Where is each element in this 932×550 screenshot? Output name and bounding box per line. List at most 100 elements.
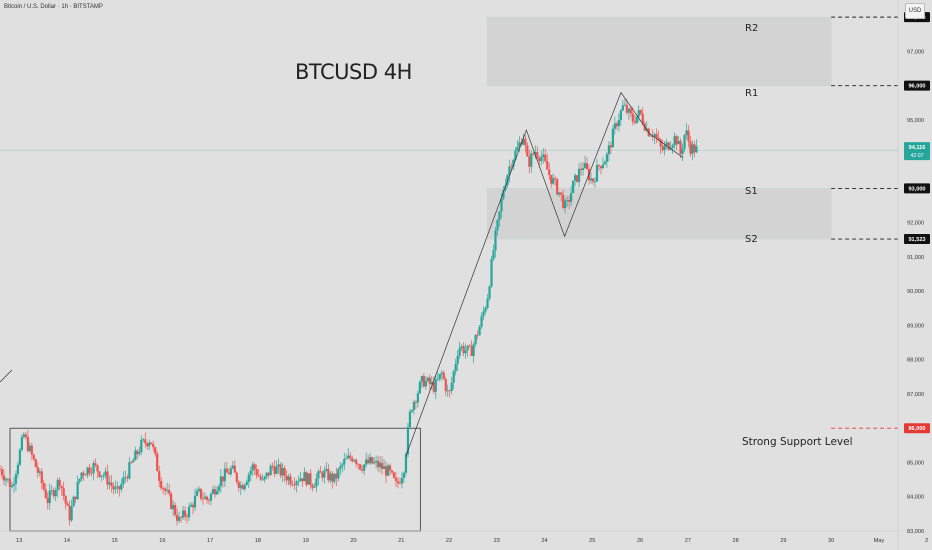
currency-button[interactable]: USD — [905, 3, 925, 19]
candle-body — [205, 496, 209, 501]
candle-body — [571, 180, 575, 193]
candle-body — [291, 484, 294, 486]
candle-body — [591, 178, 595, 182]
candle-body — [317, 471, 320, 479]
candle-body — [44, 489, 47, 498]
candle-body — [454, 364, 457, 372]
candle-body — [34, 459, 37, 468]
level-price-text: 91,523 — [908, 237, 925, 243]
candle-body — [193, 495, 197, 508]
candle-body — [142, 439, 145, 441]
candle-body — [20, 437, 23, 450]
candle-body — [307, 473, 310, 485]
candle-body — [422, 376, 425, 387]
candle-body — [544, 154, 547, 161]
candle-body — [124, 477, 127, 479]
candle-body — [251, 464, 254, 471]
candle-body — [211, 489, 215, 494]
candle-body — [293, 484, 296, 486]
candle-body — [506, 175, 509, 186]
candle-body — [388, 465, 392, 471]
candle-body — [299, 478, 302, 481]
candle-body — [619, 110, 622, 120]
candle-body — [396, 481, 400, 484]
candle-body — [301, 478, 304, 482]
candle-body — [177, 516, 181, 521]
candle-body — [283, 468, 286, 476]
candle-body — [138, 452, 141, 455]
candle-body — [90, 473, 93, 474]
candle-body — [408, 411, 412, 427]
price-tick-label: 84,000 — [907, 495, 924, 501]
candle-body — [595, 165, 599, 182]
candle-body — [285, 475, 288, 481]
candle-body — [263, 476, 266, 480]
candle-body — [440, 372, 443, 375]
candle-body — [225, 468, 228, 473]
candle-body — [392, 472, 396, 478]
level-label-r1: R1 — [745, 88, 759, 99]
candle-body — [207, 500, 211, 501]
candle-body — [313, 486, 316, 488]
candle-body — [593, 181, 597, 183]
candle-body — [58, 479, 61, 487]
candle-body — [649, 135, 652, 137]
candle-body — [50, 490, 53, 491]
candle-body — [213, 489, 217, 495]
candle-body — [671, 145, 674, 148]
time-tick-label: 23 — [494, 538, 500, 544]
candle-body — [621, 105, 624, 111]
candle-body — [661, 146, 664, 151]
candle-body — [273, 466, 276, 474]
candle-body — [86, 467, 89, 475]
candle-body — [255, 469, 258, 476]
candle-body — [367, 459, 370, 464]
candle-body — [183, 510, 187, 517]
candle-body — [122, 477, 125, 484]
candle-body — [24, 434, 27, 437]
candle-body — [341, 464, 344, 467]
candle-body — [235, 472, 238, 482]
candle-body — [170, 493, 173, 509]
candle-body — [639, 110, 642, 114]
candle-body — [76, 481, 79, 500]
candle-body — [102, 475, 105, 477]
candle-body — [534, 152, 537, 155]
candle-body — [154, 447, 157, 454]
candle-body — [36, 467, 39, 473]
candle-body — [468, 345, 471, 347]
candle-body — [56, 479, 59, 491]
candle-body — [48, 490, 51, 504]
candle-body — [347, 455, 350, 459]
candle-body — [297, 480, 300, 482]
candle-body — [267, 472, 270, 476]
candle-body — [434, 379, 437, 392]
time-tick-label: 2 — [925, 538, 928, 544]
candle-body — [118, 486, 121, 490]
candle-body — [546, 160, 549, 170]
candle-body — [179, 516, 183, 518]
candle-body — [414, 401, 417, 403]
candle-body — [333, 473, 336, 482]
candle-body — [201, 498, 205, 500]
symbol-header[interactable]: Bitcoin / U.S. Dollar · 1h · BITSTAMP — [4, 4, 103, 10]
candle-body — [144, 439, 147, 444]
candle-body — [589, 178, 593, 181]
level-label-r2: R2 — [745, 23, 759, 34]
candle-body — [526, 145, 529, 157]
candle-body — [374, 460, 378, 463]
candle-body — [217, 486, 220, 491]
candle-body — [337, 469, 340, 479]
candle-body — [269, 465, 272, 476]
candle-body — [444, 378, 447, 392]
candle-body — [66, 503, 69, 506]
level-label-s2: S2 — [745, 234, 758, 245]
candle-body — [261, 479, 264, 481]
candle-body — [42, 483, 45, 490]
candle-body — [558, 192, 561, 195]
time-tick-label: 16 — [159, 538, 165, 544]
candle-body — [315, 478, 318, 487]
candle-body — [150, 442, 153, 445]
